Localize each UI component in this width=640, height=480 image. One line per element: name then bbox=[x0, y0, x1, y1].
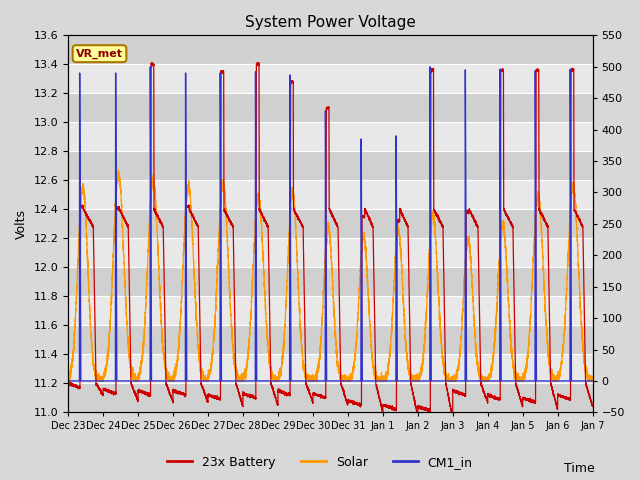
Bar bbox=[68, 151, 593, 180]
Bar bbox=[68, 354, 593, 384]
Bar bbox=[68, 36, 593, 64]
Text: VR_met: VR_met bbox=[76, 48, 123, 59]
Bar bbox=[68, 267, 593, 296]
Text: Time: Time bbox=[564, 462, 595, 475]
Y-axis label: Volts: Volts bbox=[15, 209, 28, 239]
Bar bbox=[68, 325, 593, 354]
Bar bbox=[68, 180, 593, 209]
Legend: 23x Battery, Solar, CM1_in: 23x Battery, Solar, CM1_in bbox=[163, 451, 477, 474]
Bar bbox=[68, 239, 593, 267]
Bar bbox=[68, 209, 593, 239]
Bar bbox=[68, 64, 593, 93]
Title: System Power Voltage: System Power Voltage bbox=[245, 15, 416, 30]
Bar bbox=[68, 93, 593, 122]
Bar bbox=[68, 384, 593, 412]
Bar bbox=[68, 296, 593, 325]
Bar bbox=[68, 122, 593, 151]
